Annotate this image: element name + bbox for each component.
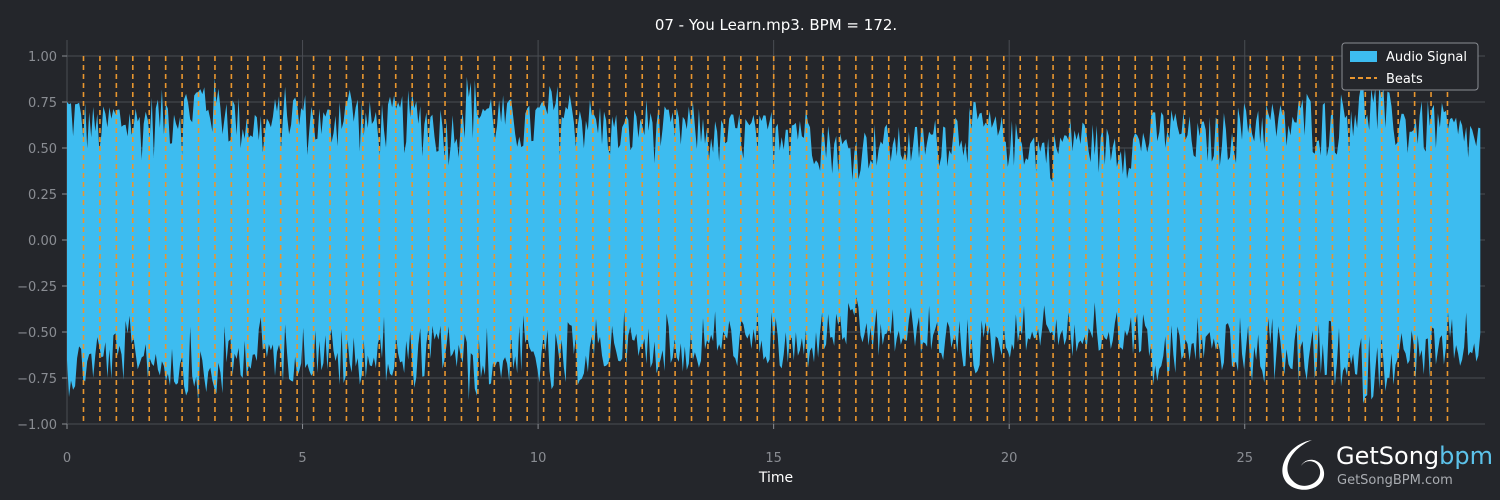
x-tick-label: 25	[1236, 451, 1253, 466]
y-tick-label: −0.50	[17, 326, 57, 341]
getsongbpm-logo: GetSongbpm GetSongBPM.com	[1282, 440, 1493, 490]
logo-url: GetSongBPM.com	[1337, 473, 1453, 488]
x-tick-label: 0	[63, 451, 71, 466]
y-tick-label: 0.00	[28, 234, 57, 249]
y-tick-label: 0.75	[28, 96, 57, 111]
y-tick-label: −1.00	[17, 418, 57, 433]
y-tick-label: 0.50	[28, 142, 57, 157]
x-tick-label: 10	[530, 451, 547, 466]
y-tick-label: 1.00	[28, 50, 57, 65]
y-tick-label: −0.25	[17, 280, 57, 295]
logo-wordmark: GetSongbpm	[1336, 442, 1493, 470]
logo-bird-icon	[1282, 440, 1325, 490]
x-axis-label: Time	[758, 470, 793, 486]
legend-label-beats: Beats	[1386, 72, 1423, 87]
y-tick-label: −0.75	[17, 372, 57, 387]
legend: Audio Signal Beats	[1341, 42, 1479, 91]
x-tick-label: 5	[298, 451, 306, 466]
y-tick-label: 0.25	[28, 188, 57, 203]
legend-swatch-audio	[1350, 51, 1377, 62]
beats-series	[82, 56, 1449, 424]
x-tick-label: 15	[765, 451, 782, 466]
x-tick-label: 20	[1001, 451, 1018, 466]
legend-label-audio: Audio Signal	[1386, 50, 1467, 65]
axis-ticks: 0 5 10 15 20 25 1.00 0.75 0.50 0.25 0.00 −0.25 −0.50…	[17, 50, 1253, 466]
chart-title: 07 - You Learn.mp3. BPM = 172.	[655, 16, 897, 34]
